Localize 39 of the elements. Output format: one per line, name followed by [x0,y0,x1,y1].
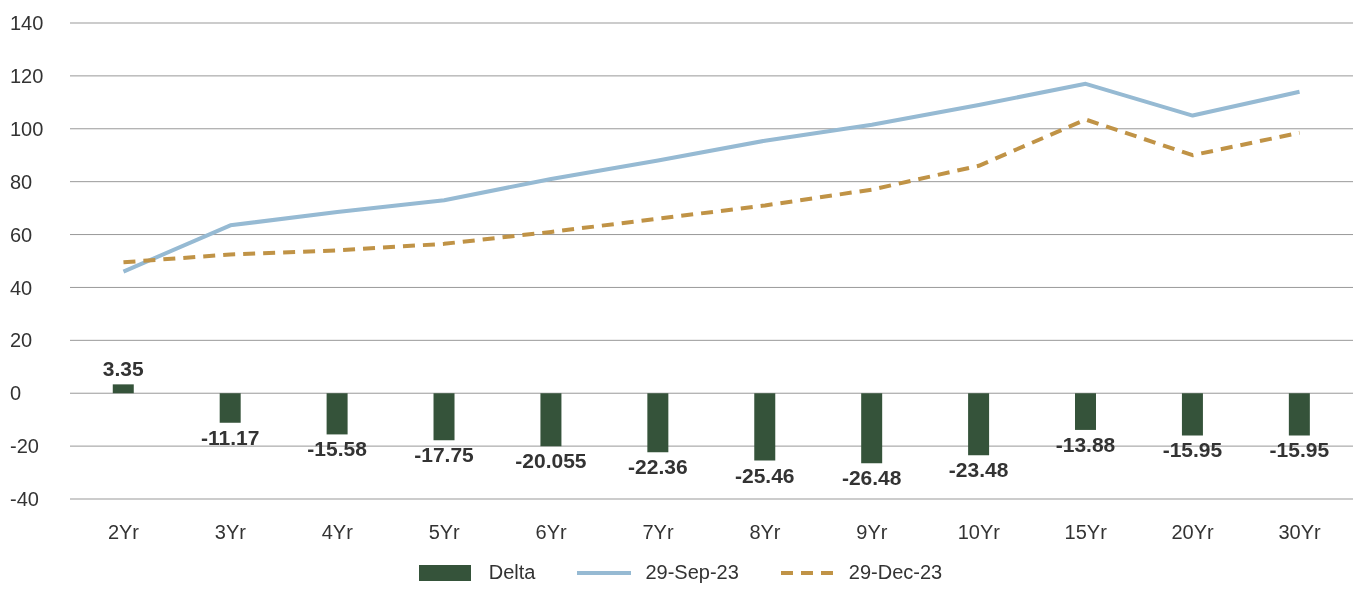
y-tick-label: 0 [10,382,22,405]
data-label: -15.95 [1269,438,1330,462]
y-tick-label: 40 [10,276,33,299]
y-tick-label: 20 [10,329,33,352]
line-series [121,81,1302,274]
x-tick-label: 5Yr [428,521,461,544]
y-tick-label: 80 [10,170,33,193]
x-tick-label: 4Yr [321,521,354,544]
data-label: -15.58 [307,437,368,461]
data-label: -15.95 [1162,438,1223,462]
x-tick-label: 30Yr [1278,521,1321,544]
x-tick-label: 2Yr [107,521,140,544]
legend-label: 29-Dec-23 [847,561,943,584]
data-label: -20.055 [515,449,587,473]
x-tick-label: 3Yr [214,521,247,544]
y-tick-label: 120 [10,64,44,87]
legend-label: Delta [487,561,536,584]
y-tick-label: 100 [10,117,44,140]
x-tick-label: 7Yr [642,521,674,544]
data-label: 3.35 [102,357,145,381]
y-tick-label: 140 [10,12,44,35]
y-tick-label: -40 [10,488,39,511]
x-tick-label: 10Yr [957,521,1001,544]
data-label: -22.36 [628,455,688,479]
data-label: -26.48 [841,466,902,490]
x-tick-label: 6Yr [535,521,568,544]
x-tick-label: 20Yr [1171,521,1215,544]
data-label: -17.75 [414,443,475,467]
y-tick-label: -20 [10,435,39,458]
y-tick-label: 60 [10,223,33,246]
x-tick-label: 8Yr [749,521,781,544]
x-tick-label: 9Yr [856,521,888,544]
data-label: -11.17 [200,425,260,449]
data-label: -13.88 [1055,432,1116,456]
legend-label: 29-Sep-23 [644,561,739,584]
data-label: -25.46 [734,463,795,487]
x-tick-label: 15Yr [1064,521,1108,544]
line-series [121,117,1302,265]
data-label: -23.48 [948,458,1009,482]
